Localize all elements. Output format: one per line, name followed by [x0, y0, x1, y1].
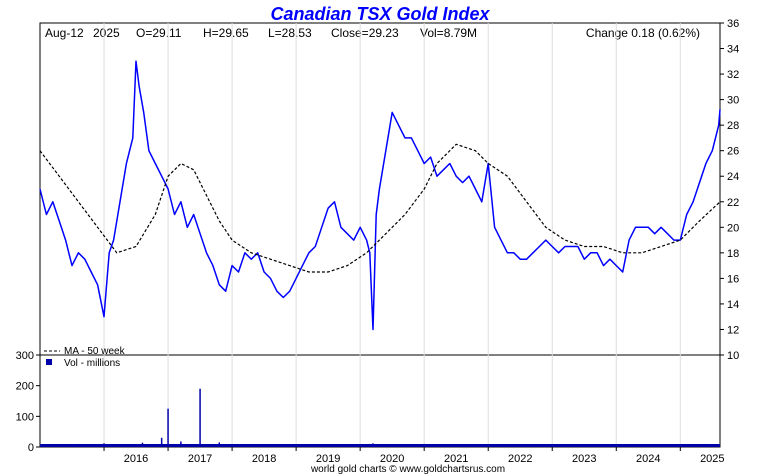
- price-axis: 10 12 14 16 18 20 22 24 26 28 30 32 34 36: [720, 18, 739, 362]
- price-tick-label: 18: [727, 248, 739, 260]
- chart-title: Canadian TSX Gold Index: [270, 4, 490, 24]
- vertical-gridlines: [103, 23, 681, 447]
- volume-tick-label: 100: [16, 411, 34, 423]
- x-tick-label: 2024: [636, 453, 660, 465]
- volume-axis: 0 100 200 300: [16, 350, 40, 454]
- x-tick-label: 2019: [316, 453, 340, 465]
- price-tick-label: 16: [727, 273, 739, 285]
- footer-credit: world gold charts © www.goldchartsrus.co…: [310, 464, 505, 475]
- price-tick-label: 10: [727, 350, 739, 362]
- price-tick-label: 22: [727, 197, 739, 209]
- x-tick-label: 2017: [188, 453, 212, 465]
- volume-plot-frame: [39, 354, 721, 448]
- x-tick-label: 2021: [444, 453, 468, 465]
- header-low: L=28.53: [268, 26, 312, 40]
- header-open: O=29.11: [136, 26, 182, 40]
- header-high: H=29.65: [203, 26, 249, 40]
- plot-frames: [39, 22, 721, 448]
- price-tick-label: 32: [727, 69, 739, 81]
- price-tick-label: 14: [727, 299, 739, 311]
- price-tick-label: 30: [727, 95, 739, 107]
- price-tick-label: 28: [727, 120, 739, 132]
- price-tick-label: 36: [727, 18, 739, 30]
- header-change: Change 0.18 (0.62%): [586, 26, 700, 40]
- volume-tick-label: 300: [16, 350, 34, 362]
- x-tick-label: 2016: [124, 453, 148, 465]
- price-tick-label: 34: [727, 44, 739, 56]
- legend-ma-label: MA - 50 week: [64, 346, 126, 357]
- x-tick-label: 2025: [700, 453, 724, 465]
- legend-vol-swatch: [46, 359, 52, 365]
- header-volume: Vol=8.79M: [420, 26, 477, 40]
- x-axis: 2016 2017 2018 2019 2020 2021 2022 2023 2024 2025: [103, 447, 725, 465]
- header-close: Close=29.23: [331, 26, 399, 40]
- legend: MA - 50 week Vol - millions: [44, 346, 126, 369]
- x-tick-label: 2022: [508, 453, 532, 465]
- price-tick-label: 12: [727, 324, 739, 336]
- volume-tick-label: 0: [28, 442, 34, 454]
- header-date: Aug-12: [45, 26, 84, 40]
- ohlc-header: Aug-12 2025 O=29.11 H=29.65 L=28.53 Clos…: [45, 26, 700, 40]
- header-year: 2025: [93, 26, 120, 40]
- price-tick-label: 24: [727, 171, 739, 183]
- volume-tick-label: 200: [16, 381, 34, 393]
- legend-vol-label: Vol - millions: [64, 358, 120, 369]
- x-tick-label: 2023: [572, 453, 596, 465]
- price-tick-label: 20: [727, 222, 739, 234]
- series-layer: [39, 60, 721, 447]
- ma-50-week-line: [39, 143, 721, 273]
- x-tick-label: 2018: [252, 453, 276, 465]
- price-tick-label: 26: [727, 146, 739, 158]
- x-tick-label: 2020: [380, 453, 404, 465]
- price-line: [39, 60, 721, 331]
